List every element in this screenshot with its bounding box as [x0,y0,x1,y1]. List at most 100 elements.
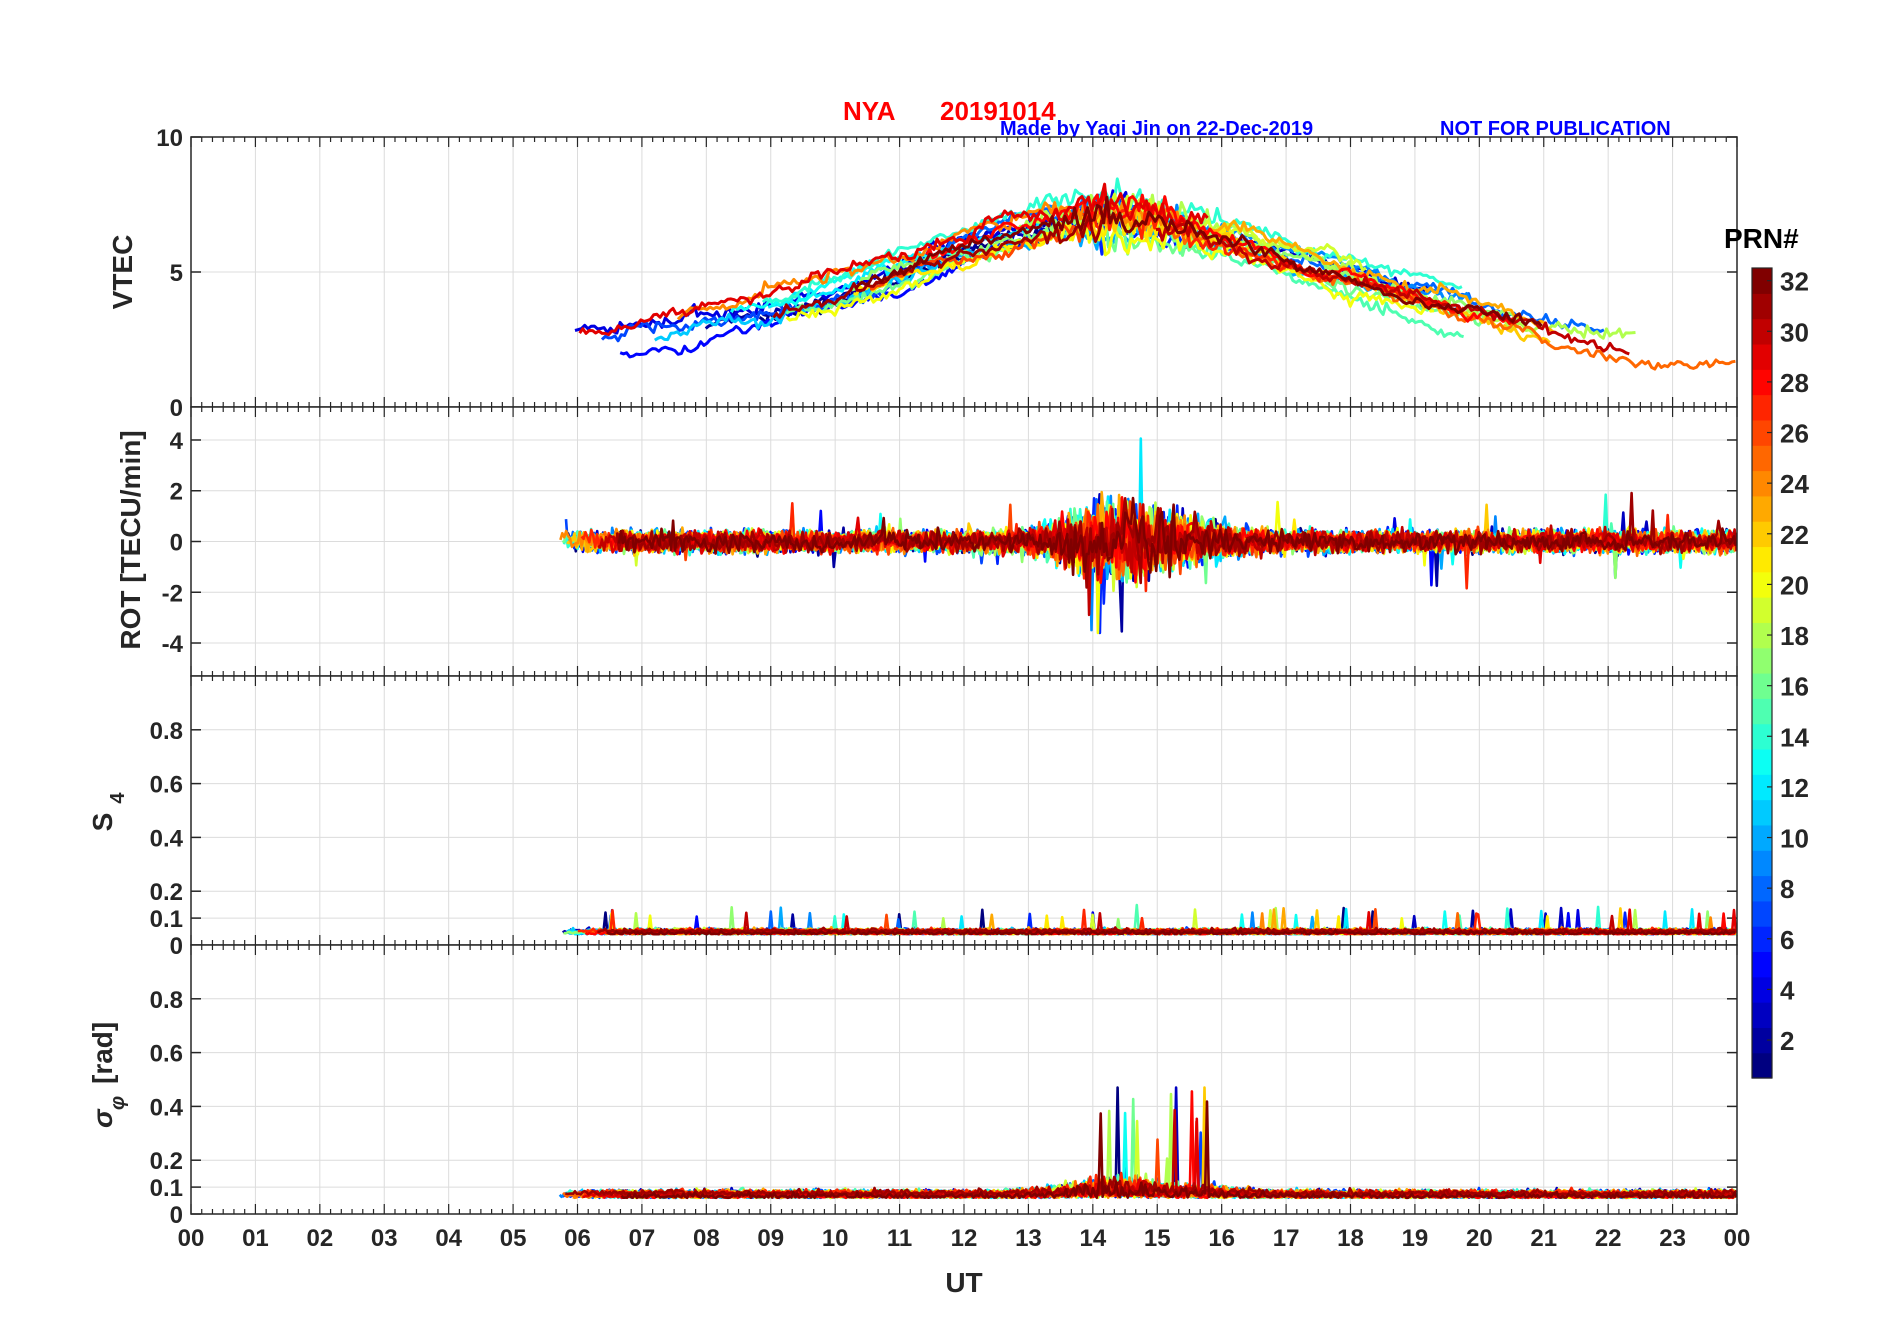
colorbar-segment [1752,748,1772,775]
colorbar-segment [1752,723,1772,750]
colorbar-tick-label: 30 [1780,317,1809,347]
y-tick-label: 0.1 [150,1175,183,1202]
series-line-prn-31 [597,926,1736,934]
x-tick-labels: 00 01 02 03 04 05 06 07 08 09 10 11 12 13 14 15 16 17 18 19… [178,1225,1751,1252]
panels: 0510-4-202400.10.20.40.60.800.10.20.40.6… [150,125,1751,1252]
y-tick-label: 0.6 [150,1041,183,1068]
series-line-prn-15 [1162,230,1465,339]
vtec-ylabel: VTEC [107,235,138,310]
colorbar-tick-label: 16 [1780,672,1809,702]
x-tick-label: 00 [178,1225,205,1252]
series-line-prn-31 [565,1175,1737,1196]
series-line-prn-23 [1168,206,1557,335]
credit-text: Made by Yaqi Jin on 22-Dec-2019 [1000,118,1313,140]
x-tick-label: 05 [500,1225,527,1252]
y-tick-label: 4 [170,428,184,455]
x-tick-label: 01 [242,1225,269,1252]
colorbar-segment [1752,546,1772,573]
x-tick-label: 20 [1466,1225,1493,1252]
s4-ylabel-main: S [87,813,118,832]
x-tick-label: 09 [757,1225,784,1252]
rot-ylabel: ROT [TECU/min] [115,430,146,649]
sigma-ylabel: σ φ [rad] [87,1022,129,1128]
colorbar-segment [1752,1052,1772,1079]
colorbar-segment [1752,1027,1772,1054]
series-line-prn-20 [785,224,1435,322]
y-tick-label: 0.8 [150,718,183,745]
x-tick-label: 16 [1208,1225,1235,1252]
y-tick-label: 0.6 [150,772,183,799]
colorbar-segment [1752,571,1772,598]
y-tick-label: 0 [170,530,183,557]
x-tick-label: 11 [887,1225,912,1252]
colorbar-segment [1752,597,1772,623]
y-tick-label: 2 [170,479,183,506]
y-tick-label: 0 [170,933,183,960]
colorbar-segment [1752,976,1772,1003]
x-tick-label: 10 [822,1225,849,1252]
colorbar-segment [1752,268,1772,294]
y-tick-label: 0 [170,395,183,422]
x-tick-label: 19 [1402,1225,1429,1252]
x-tick-label: 06 [564,1225,591,1252]
x-tick-label: 07 [629,1225,656,1252]
colorbar-segment [1752,926,1772,953]
colorbar-segment [1752,900,1772,927]
x-tick-label: 14 [1079,1225,1106,1252]
colorbar-segment [1752,647,1772,674]
colorbar-tick-label: 6 [1780,925,1794,955]
colorbar-segment [1752,495,1772,522]
sigma-ylabel-unit: [rad] [87,1022,118,1084]
panel-rot: -4 -2 0 2 4 [162,406,1738,677]
colorbar-tick-label: 24 [1780,469,1809,499]
series-line-prn-32 [617,496,1737,579]
colorbar-tick-label: 20 [1780,570,1809,600]
series-group-vtec [574,177,1736,371]
colorbar-segment [1752,1002,1772,1028]
colorbar-segment [1752,622,1772,649]
colorbar-segment [1752,875,1772,902]
x-tick-label: 22 [1595,1225,1622,1252]
x-tick-label: 15 [1144,1225,1171,1252]
s4-ylabel: S 4 [87,792,129,832]
x-tick-label: 03 [371,1225,398,1252]
series-group-s4 [562,903,1737,936]
colorbar-tick-label: 26 [1780,419,1809,449]
colorbar-segment [1752,343,1772,370]
y-tick-label: -2 [162,580,183,607]
y-tick-label: 0.8 [150,987,183,1014]
series-line-prn-32 [620,1100,1737,1200]
y-tick-label: 5 [170,260,183,287]
series-line-prn-30 [1155,221,1630,356]
publication-notice: NOT FOR PUBLICATION [1440,118,1671,140]
x-tick-label: 04 [435,1225,462,1252]
colorbar-segment [1752,293,1772,320]
series-group-rot [559,437,1737,635]
colorbar-tick-label: 28 [1780,368,1809,398]
colorbar-tick-label: 8 [1780,874,1794,904]
sigma-ylabel-main: σ [87,1108,118,1128]
colorbar-segment [1752,799,1772,826]
y-tick-label: 0 [170,1202,183,1229]
y-tick-label: 0.4 [150,825,184,852]
y-tick-label: 0.4 [150,1094,184,1121]
series-line-prn-29 [578,182,1209,337]
x-tick-label: 17 [1273,1225,1300,1252]
colorbar-tick-label: 22 [1780,520,1809,550]
colorbar-frame [1751,267,1773,1079]
colorbar-segment [1752,369,1772,396]
colorbar-tick-label: 10 [1780,824,1809,854]
panel-sigma-phi: 00.10.2 0.4 0.6 0.8 [150,944,1738,1229]
y-tick-label: 0.2 [150,879,183,906]
colorbar-tick-label: 2 [1780,1026,1794,1056]
x-tick-label: 02 [306,1225,333,1252]
series-line-prn-32 [606,928,1736,936]
x-tick-label: 18 [1337,1225,1364,1252]
colorbar-tick-label: 14 [1780,722,1809,752]
colorbar-segment [1752,673,1772,699]
y-tick-label: 0.1 [150,906,183,933]
colorbar-segment [1752,445,1772,472]
x-tick-label: 23 [1659,1225,1686,1252]
